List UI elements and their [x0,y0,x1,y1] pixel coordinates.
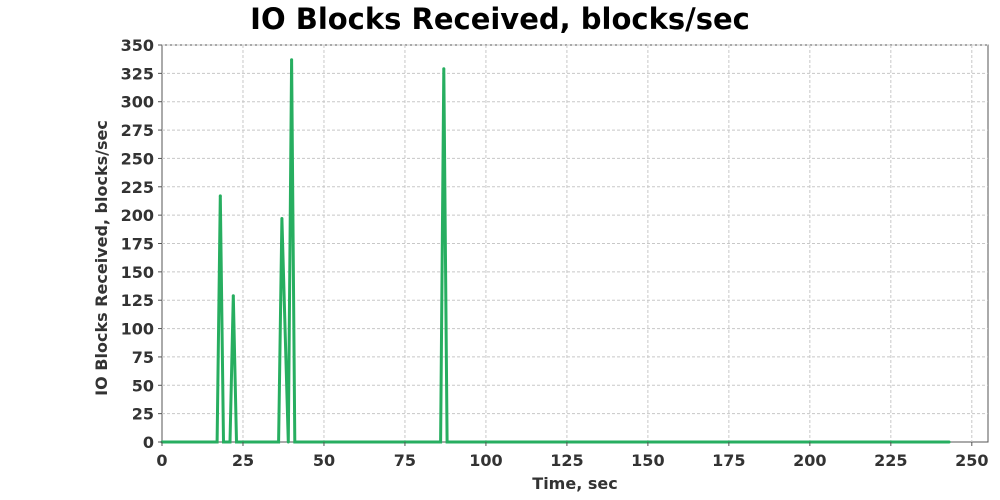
data-point [280,217,284,220]
y-tick-label: 300 [121,93,154,112]
x-tick-label: 0 [156,451,167,470]
y-tick-label: 275 [121,121,154,140]
data-point [215,440,219,444]
y-tick-label: 125 [121,291,154,310]
data-point [222,440,225,444]
y-tick-label: 100 [121,320,154,339]
series-layer [160,58,951,444]
y-tick-label: 325 [121,64,154,83]
series-line [162,59,950,444]
data-point [231,294,235,298]
x-tick-label: 25 [232,451,254,470]
data-point [439,440,443,444]
x-tick-label: 75 [394,451,416,470]
x-tick-label: 125 [550,451,583,470]
y-tick-label: 75 [132,348,154,367]
data-point [290,58,294,62]
y-tick-label: 0 [143,433,154,452]
data-point [277,440,281,444]
x-tick-label: 175 [712,451,745,470]
y-tick-label: 150 [121,263,154,282]
data-point [228,440,232,444]
y-tick-label: 350 [121,36,154,55]
y-tick-label: 250 [121,149,154,168]
x-tick-label: 50 [313,451,335,470]
data-point [445,440,449,444]
x-axis: 0 25 50 75 100 125 150 175 200 225 250 [156,442,989,470]
data-point [947,440,951,444]
x-tick-label: 200 [793,451,826,470]
y-tick-label: 175 [121,235,154,254]
y-tick-label: 200 [121,206,154,225]
x-tick-label: 225 [874,451,907,470]
data-point [235,440,238,444]
x-tick-label: 100 [469,451,502,470]
data-point [218,194,222,198]
y-tick-label: 25 [132,405,154,424]
chart-title: IO Blocks Received, blocks/sec [250,2,750,36]
data-point [442,67,446,71]
x-tick-label: 150 [631,451,664,470]
y-tick-label: 50 [132,376,154,395]
y-axis-label: IO Blocks Received, blocks/sec [92,120,111,396]
data-point [286,440,290,444]
y-tick-label: 225 [121,178,154,197]
data-point [293,440,297,444]
grid [162,44,988,442]
x-axis-label: Time, sec [532,474,617,493]
x-tick-label: 250 [955,451,988,470]
y-axis: 0 25 50 75 100 125 150 175 200 225 250 275 300 325 350 [121,36,162,452]
